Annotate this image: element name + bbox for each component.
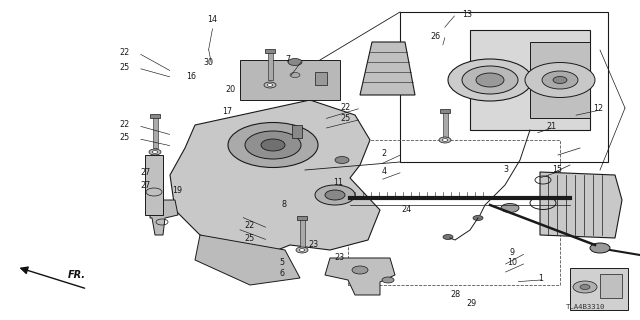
Bar — [400, 12, 608, 162]
Circle shape — [590, 243, 610, 253]
Bar — [570, 268, 628, 310]
Text: 24: 24 — [401, 205, 412, 214]
Text: 22: 22 — [120, 48, 130, 57]
Circle shape — [325, 190, 345, 200]
Text: 27: 27 — [141, 181, 151, 190]
Circle shape — [439, 137, 451, 143]
Circle shape — [288, 59, 302, 66]
Text: 16: 16 — [186, 72, 196, 81]
Text: 13: 13 — [462, 10, 472, 19]
Text: 26: 26 — [430, 32, 440, 41]
Circle shape — [261, 139, 285, 151]
Polygon shape — [195, 235, 300, 285]
Bar — [470, 30, 590, 130]
Circle shape — [442, 139, 448, 141]
Circle shape — [580, 284, 590, 290]
Circle shape — [228, 123, 318, 167]
Polygon shape — [150, 200, 178, 235]
Text: 14: 14 — [207, 15, 218, 24]
Bar — [265, 49, 275, 53]
Circle shape — [315, 185, 355, 205]
Bar — [315, 72, 327, 85]
Text: 30: 30 — [204, 58, 214, 67]
Circle shape — [573, 281, 597, 293]
Text: 22: 22 — [120, 120, 130, 129]
Circle shape — [542, 71, 578, 89]
Text: 23: 23 — [334, 253, 344, 262]
Circle shape — [264, 82, 276, 88]
Circle shape — [553, 76, 567, 84]
Polygon shape — [325, 258, 395, 295]
Text: 15: 15 — [552, 165, 562, 174]
Text: 25: 25 — [340, 114, 351, 123]
Text: 22: 22 — [244, 221, 255, 230]
Circle shape — [382, 277, 394, 283]
Bar — [268, 53, 273, 80]
Text: 8: 8 — [281, 200, 286, 209]
Text: 11: 11 — [333, 178, 343, 187]
Bar — [443, 113, 448, 137]
Circle shape — [448, 59, 532, 101]
Text: 10: 10 — [507, 258, 517, 267]
Text: TLA4B3310: TLA4B3310 — [565, 304, 605, 310]
Text: 25: 25 — [120, 63, 130, 72]
Bar — [440, 109, 450, 113]
Circle shape — [462, 66, 518, 94]
Bar — [297, 216, 307, 220]
Text: 19: 19 — [172, 186, 182, 195]
Text: 20: 20 — [225, 85, 236, 94]
Bar — [153, 118, 158, 148]
Text: 2: 2 — [381, 149, 387, 158]
Text: 25: 25 — [244, 234, 255, 243]
Text: 29: 29 — [466, 300, 476, 308]
Bar — [600, 274, 622, 298]
Text: 28: 28 — [451, 290, 461, 299]
Text: FR.: FR. — [68, 270, 86, 280]
Circle shape — [152, 151, 157, 153]
Circle shape — [335, 156, 349, 164]
Circle shape — [245, 131, 301, 159]
Bar — [145, 155, 163, 215]
Circle shape — [501, 204, 519, 212]
Text: 25: 25 — [120, 133, 130, 142]
Bar — [240, 60, 340, 100]
Text: 12: 12 — [593, 104, 604, 113]
Bar — [300, 220, 305, 247]
Text: 4: 4 — [381, 167, 387, 176]
Bar — [348, 140, 560, 285]
Text: 21: 21 — [547, 122, 557, 131]
Circle shape — [296, 247, 308, 253]
Text: 1: 1 — [538, 274, 543, 283]
Circle shape — [300, 249, 305, 251]
Bar — [150, 114, 160, 118]
Circle shape — [443, 235, 453, 239]
Text: 17: 17 — [222, 108, 232, 116]
Polygon shape — [540, 172, 622, 238]
Bar — [292, 125, 302, 138]
Circle shape — [525, 62, 595, 98]
Text: 6: 6 — [279, 269, 284, 278]
Bar — [530, 42, 590, 118]
Circle shape — [352, 266, 368, 274]
Polygon shape — [170, 100, 380, 255]
Circle shape — [473, 215, 483, 220]
Text: 3: 3 — [503, 165, 508, 174]
Text: 27: 27 — [141, 168, 151, 177]
Polygon shape — [360, 42, 415, 95]
Text: 23: 23 — [308, 240, 319, 249]
Text: 22: 22 — [340, 103, 351, 112]
Text: 9: 9 — [509, 248, 515, 257]
Text: 5: 5 — [279, 258, 284, 267]
Text: 7: 7 — [285, 55, 291, 64]
Circle shape — [268, 84, 273, 86]
Circle shape — [290, 73, 300, 77]
Circle shape — [476, 73, 504, 87]
Circle shape — [149, 149, 161, 155]
